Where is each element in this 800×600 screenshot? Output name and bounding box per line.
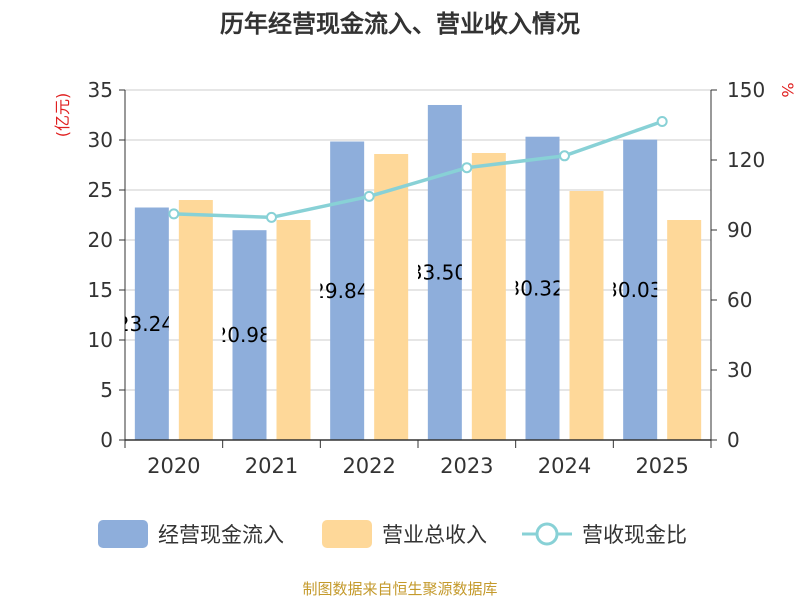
right-tick-label: 60: [727, 288, 752, 312]
data-label-cash-2023: 33.502: [410, 260, 480, 284]
legend-swatch-cash[interactable]: [98, 520, 148, 548]
point-ratio-2025[interactable]: [656, 116, 668, 127]
data-label-cash-2020: 23.249: [117, 312, 187, 336]
point-ratio-2024[interactable]: [559, 150, 570, 162]
bar-cash-2022[interactable]: [330, 141, 365, 440]
x-tick-label: 2025: [635, 454, 688, 478]
label-layer: 23.249 20.981 29.849 33.502 30.328 30.039: [117, 260, 675, 347]
line-layer: [168, 116, 668, 223]
bar-cash-2024[interactable]: [525, 136, 560, 440]
left-tick-label: 0: [100, 428, 113, 452]
left-axis-unit: (亿元): [53, 93, 72, 138]
left-tick-label: 25: [88, 178, 113, 202]
point-ratio-2020[interactable]: [168, 208, 180, 220]
x-tick-label: 2024: [538, 454, 591, 478]
bar-revenue-2025[interactable]: [667, 220, 702, 440]
point-ratio-2021[interactable]: [266, 211, 277, 223]
data-label-cash-2024: 30.328: [508, 276, 578, 300]
left-tick-label: 20: [88, 228, 113, 252]
legend-label-ratio: 营收现金比: [582, 523, 687, 547]
legend-swatch-revenue[interactable]: [322, 520, 372, 548]
left-tick-label: 10: [88, 328, 113, 352]
x-tick-label: 2023: [440, 454, 493, 478]
bar-cash-2021[interactable]: [232, 230, 267, 440]
bar-revenue-2023[interactable]: [471, 153, 506, 440]
source-note: 制图数据来自恒生聚源数据库: [302, 580, 497, 598]
grid-layer: [125, 89, 711, 391]
line-ratio: [173, 119, 663, 220]
bar-cash-2020[interactable]: [134, 207, 169, 440]
bar-revenue-2024[interactable]: [569, 191, 604, 440]
x-tick-label: 2022: [342, 454, 395, 478]
left-tick-label: 5: [100, 378, 113, 402]
point-ratio-2022[interactable]: [363, 190, 375, 202]
left-tick-label: 30: [88, 128, 113, 152]
bar-revenue-2020[interactable]: [178, 200, 213, 440]
bar-cash-2023[interactable]: [427, 104, 462, 440]
legend-marker-ratio: [535, 522, 559, 546]
right-axis-unit: %: [778, 82, 797, 97]
chart-title: 历年经营现金流入、营业收入情况: [220, 10, 580, 38]
bar-cash-2025[interactable]: [623, 139, 658, 441]
right-tick-label: 0: [727, 428, 740, 452]
legend: 经营现金流入 营业总收入 营收现金比: [98, 520, 687, 548]
left-tick-label: 35: [88, 78, 113, 102]
point-ratio-2023[interactable]: [461, 162, 473, 174]
left-tick-label: 15: [88, 278, 113, 302]
bar-revenue-2022[interactable]: [374, 154, 409, 440]
right-tick-label: 150: [727, 78, 765, 102]
bar-revenue-2021[interactable]: [276, 220, 311, 440]
right-tick-label: 90: [727, 218, 752, 242]
data-label-cash-2021: 20.981: [215, 323, 285, 347]
x-tick-label: 2020: [147, 454, 200, 478]
bar-layer: [134, 104, 702, 441]
data-label-cash-2025: 30.039: [605, 278, 675, 302]
right-tick-label: 120: [727, 148, 765, 172]
legend-label-revenue: 营业总收入: [382, 523, 487, 547]
x-tick-label: 2021: [245, 454, 298, 478]
legend-label-cash: 经营现金流入: [158, 523, 284, 547]
data-label-cash-2022: 29.849: [312, 279, 382, 303]
right-tick-label: 30: [727, 358, 752, 382]
